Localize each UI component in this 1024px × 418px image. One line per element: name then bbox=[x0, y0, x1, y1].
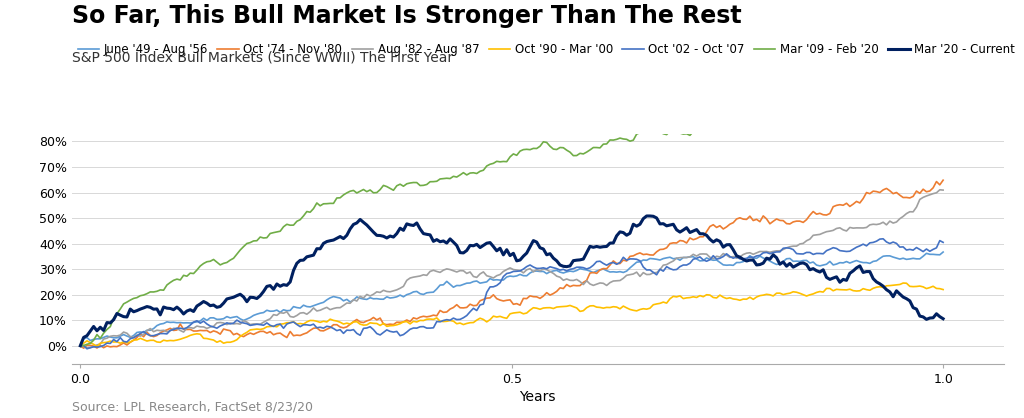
Oct '90 - Mar '00 bbox=[440, 319, 453, 324]
Oct '02 - Oct '07 bbox=[877, 236, 889, 241]
Aug '82 - Aug '87 bbox=[900, 211, 912, 216]
Oct '90 - Mar '00 bbox=[181, 334, 194, 339]
June '49 - Aug '56 bbox=[897, 256, 909, 261]
Aug '82 - Aug '87 bbox=[201, 326, 213, 331]
Legend: June '49 - Aug '56, Oct '74 - Nov '80, Aug '82 - Aug '87, Oct '90 - Mar '00, Oct: June '49 - Aug '56, Oct '74 - Nov '80, A… bbox=[78, 43, 1015, 56]
Oct '74 - Nov '80 bbox=[78, 346, 90, 351]
Oct '02 - Oct '07 bbox=[201, 321, 213, 326]
Oct '02 - Oct '07 bbox=[903, 247, 915, 252]
Oct '90 - Mar '00 bbox=[74, 343, 86, 348]
Aug '82 - Aug '87 bbox=[181, 326, 194, 331]
Oct '74 - Nov '80 bbox=[440, 309, 453, 314]
Oct '74 - Nov '80 bbox=[181, 327, 194, 332]
Aug '82 - Aug '87 bbox=[774, 248, 786, 253]
Oct '02 - Oct '07 bbox=[81, 346, 93, 351]
Text: Source: LPL Research, FactSet 8/23/20: Source: LPL Research, FactSet 8/23/20 bbox=[72, 401, 312, 414]
Mar '20 - Current bbox=[437, 238, 450, 243]
Mar '09 - Feb '20 bbox=[937, 104, 949, 110]
Mar '09 - Feb '20 bbox=[198, 261, 210, 266]
X-axis label: Years: Years bbox=[519, 390, 556, 404]
Oct '02 - Oct '07 bbox=[774, 250, 786, 255]
Line: Oct '02 - Oct '07: Oct '02 - Oct '07 bbox=[80, 239, 943, 349]
Text: So Far, This Bull Market Is Stronger Than The Rest: So Far, This Bull Market Is Stronger Tha… bbox=[72, 4, 741, 28]
Mar '09 - Feb '20 bbox=[900, 104, 912, 109]
June '49 - Aug '56 bbox=[437, 282, 450, 287]
Line: Oct '74 - Nov '80: Oct '74 - Nov '80 bbox=[80, 180, 943, 348]
June '49 - Aug '56 bbox=[770, 262, 782, 267]
Oct '74 - Nov '80 bbox=[900, 195, 912, 200]
June '49 - Aug '56 bbox=[74, 343, 86, 348]
Oct '74 - Nov '80 bbox=[74, 343, 86, 348]
Oct '02 - Oct '07 bbox=[437, 318, 450, 323]
Oct '90 - Mar '00 bbox=[437, 319, 450, 324]
Oct '74 - Nov '80 bbox=[937, 178, 949, 183]
June '49 - Aug '56 bbox=[177, 321, 189, 326]
Mar '20 - Current bbox=[434, 239, 446, 244]
Oct '02 - Oct '07 bbox=[937, 240, 949, 245]
Aug '82 - Aug '87 bbox=[437, 268, 450, 273]
Mar '20 - Current bbox=[900, 296, 912, 301]
Oct '74 - Nov '80 bbox=[201, 328, 213, 333]
Line: Mar '20 - Current: Mar '20 - Current bbox=[80, 216, 943, 346]
Oct '02 - Oct '07 bbox=[181, 325, 194, 330]
Mar '20 - Current bbox=[640, 214, 652, 219]
Mar '09 - Feb '20 bbox=[770, 110, 782, 115]
Oct '90 - Mar '00 bbox=[903, 284, 915, 289]
Oct '74 - Nov '80 bbox=[774, 218, 786, 223]
Mar '09 - Feb '20 bbox=[437, 176, 450, 181]
Mar '20 - Current bbox=[774, 262, 786, 267]
Aug '82 - Aug '87 bbox=[81, 345, 93, 350]
Oct '02 - Oct '07 bbox=[440, 317, 453, 322]
June '49 - Aug '56 bbox=[198, 316, 210, 321]
Mar '09 - Feb '20 bbox=[434, 176, 446, 181]
Oct '74 - Nov '80 bbox=[437, 310, 450, 315]
Oct '90 - Mar '00 bbox=[91, 344, 103, 349]
Line: June '49 - Aug '56: June '49 - Aug '56 bbox=[80, 252, 943, 346]
Aug '82 - Aug '87 bbox=[440, 266, 453, 271]
Aug '82 - Aug '87 bbox=[937, 188, 949, 193]
Aug '82 - Aug '87 bbox=[74, 343, 86, 348]
Oct '90 - Mar '00 bbox=[201, 336, 213, 341]
Oct '02 - Oct '07 bbox=[74, 343, 86, 348]
Line: Mar '09 - Feb '20: Mar '09 - Feb '20 bbox=[80, 101, 943, 346]
Mar '20 - Current bbox=[937, 316, 949, 321]
Mar '20 - Current bbox=[198, 299, 210, 304]
Mar '09 - Feb '20 bbox=[177, 273, 189, 278]
Text: S&P 500 Index Bull Markets (Since WWII) The First Year: S&P 500 Index Bull Markets (Since WWII) … bbox=[72, 50, 453, 64]
Mar '09 - Feb '20 bbox=[74, 343, 86, 348]
June '49 - Aug '56 bbox=[937, 250, 949, 255]
Mar '09 - Feb '20 bbox=[844, 99, 856, 104]
Mar '20 - Current bbox=[177, 311, 189, 316]
June '49 - Aug '56 bbox=[434, 283, 446, 288]
Oct '90 - Mar '00 bbox=[774, 291, 786, 296]
Line: Aug '82 - Aug '87: Aug '82 - Aug '87 bbox=[80, 190, 943, 348]
Oct '90 - Mar '00 bbox=[937, 287, 949, 292]
Mar '20 - Current bbox=[74, 343, 86, 348]
Oct '90 - Mar '00 bbox=[897, 280, 909, 285]
Line: Oct '90 - Mar '00: Oct '90 - Mar '00 bbox=[80, 283, 943, 347]
Aug '82 - Aug '87 bbox=[934, 187, 946, 192]
